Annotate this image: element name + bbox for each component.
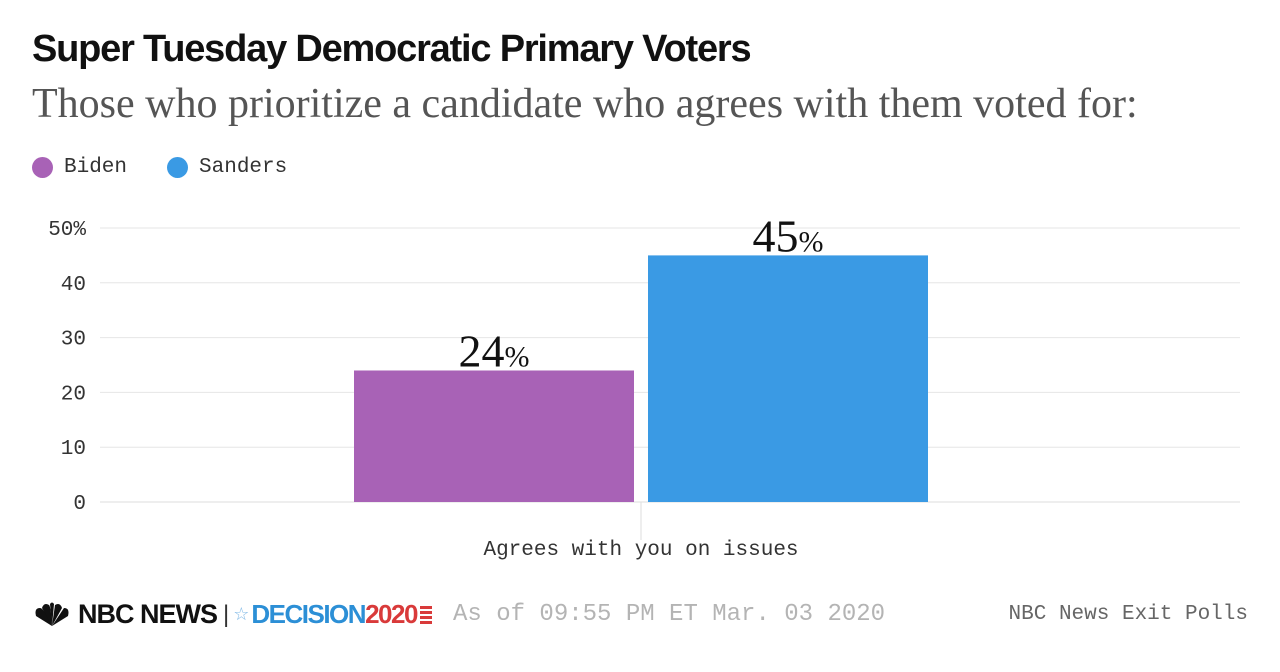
legend-item-biden: Biden [32,156,127,179]
decision-year: 2020 [365,599,418,629]
logo-separator: | [223,600,230,628]
chart-subtitle: Those who prioritize a candidate who agr… [32,81,1138,127]
chart-title: Super Tuesday Democratic Primary Voters [32,28,752,70]
nbc-news-wordmark: NBC NEWS [78,599,218,629]
chart-footer: NBC NEWS | ☆ DECISION 2020 As of 09:55 P… [32,595,1248,635]
y-tick-label: 10 [61,438,86,461]
data-label-sanders: 45% [753,210,824,261]
decision-stripes-icon [419,605,432,625]
as-of-timestamp: As of 09:55 PM ET Mar. 03 2020 [453,601,886,628]
y-tick-label: 0 [73,493,86,516]
legend-item-sanders: Sanders [167,156,287,179]
y-tick-label: 40 [61,274,86,297]
decision-wordmark: DECISION [251,599,366,629]
x-category-label: Agrees with you on issues [483,539,798,562]
data-label-biden: 24% [459,325,530,376]
nbc-news-logo: NBC NEWS | ☆ DECISION 2020 [32,599,432,630]
legend-swatch-biden [32,157,53,178]
star-icon: ☆ [233,604,250,625]
y-tick-label: 20 [61,383,86,406]
bar-biden [354,370,634,502]
source-credit: NBC News Exit Polls [1008,603,1248,626]
chart-legend: Biden Sanders [32,156,327,179]
bar-sanders [648,255,928,502]
legend-label-biden: Biden [64,156,128,179]
legend-label-sanders: Sanders [199,156,288,179]
nbc-peacock-icon [35,602,69,626]
y-tick-label: 50% [48,219,86,242]
y-tick-label: 30 [61,329,86,352]
legend-swatch-sanders [167,157,189,178]
